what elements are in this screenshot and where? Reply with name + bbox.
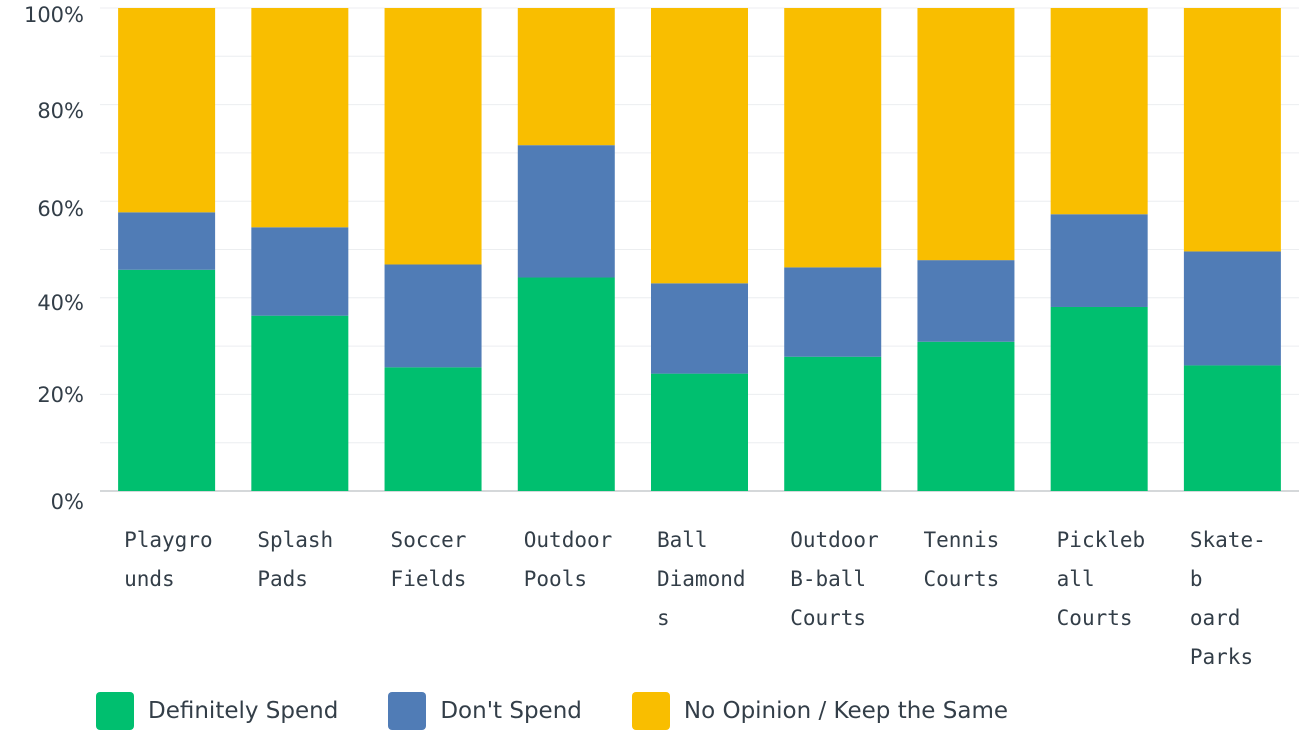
x-tick-label: Outdoor <box>524 528 613 552</box>
bar-segment-no-opinion-keep-the-same[interactable] <box>917 8 1015 261</box>
bar-segment-don-t-spend[interactable] <box>517 145 615 278</box>
bar-segment-definitely-spend[interactable] <box>1050 306 1148 491</box>
bar-segment-definitely-spend[interactable] <box>517 277 615 491</box>
x-tick-label: Skate- <box>1190 528 1266 552</box>
x-tick-label: Splash <box>257 528 333 552</box>
legend-label: Definitely Spend <box>148 698 339 724</box>
y-tick-label: 0% <box>51 490 84 514</box>
x-tick-label: all <box>1057 567 1095 591</box>
bar-segment-definitely-spend[interactable] <box>118 269 216 491</box>
bar-segment-no-opinion-keep-the-same[interactable] <box>1183 8 1281 252</box>
bar-segment-don-t-spend[interactable] <box>1050 214 1148 307</box>
legend-label: Don't Spend <box>440 698 582 724</box>
bar-segment-definitely-spend[interactable] <box>1183 365 1281 491</box>
x-tick-label: b <box>1190 567 1203 591</box>
bar-segment-definitely-spend[interactable] <box>384 367 482 491</box>
bar-segment-definitely-spend[interactable] <box>917 341 1015 491</box>
bar-segment-definitely-spend[interactable] <box>651 373 748 491</box>
bar-segment-definitely-spend[interactable] <box>251 315 349 491</box>
bar-segment-no-opinion-keep-the-same[interactable] <box>251 8 349 228</box>
bar-segment-no-opinion-keep-the-same[interactable] <box>651 8 748 284</box>
y-tick-label: 60% <box>37 197 84 221</box>
bar-segment-don-t-spend[interactable] <box>651 283 748 374</box>
x-tick-label: Playgro <box>124 528 213 552</box>
legend-swatch <box>388 692 427 730</box>
legend-item: Don't Spend <box>388 692 582 730</box>
x-tick-label: unds <box>124 567 175 591</box>
x-tick-label: oard <box>1190 606 1241 630</box>
x-tick-label: Diamond <box>657 567 746 591</box>
y-tick-label: 40% <box>37 291 84 315</box>
x-tick-label: Outdoor <box>790 528 879 552</box>
legend-swatch <box>96 692 134 730</box>
bar-segment-don-t-spend[interactable] <box>1183 251 1281 366</box>
bar-segment-don-t-spend[interactable] <box>784 267 882 357</box>
x-tick-label: Tennis <box>923 528 999 552</box>
bar-segment-no-opinion-keep-the-same[interactable] <box>1050 8 1148 215</box>
y-tick-label: 20% <box>37 383 84 407</box>
x-tick-label: Parks <box>1190 645 1253 669</box>
legend: Definitely Spend Don't Spend No Opinion / … <box>96 690 1058 732</box>
bar-segment-no-opinion-keep-the-same[interactable] <box>384 8 482 265</box>
x-tick-label: Ball <box>657 528 708 552</box>
x-tick-label: Courts <box>790 606 866 630</box>
bar-segment-don-t-spend[interactable] <box>251 227 349 316</box>
bar-segment-definitely-spend[interactable] <box>784 356 882 491</box>
bar-segment-don-t-spend[interactable] <box>384 264 482 368</box>
x-tick-label: Courts <box>923 567 999 591</box>
y-tick-label: 80% <box>37 99 84 123</box>
y-tick-label: 100% <box>24 3 84 27</box>
legend-item: Definitely Spend <box>96 692 338 730</box>
x-tick-label: Pools <box>524 567 587 591</box>
x-tick-label: Pickleb <box>1057 528 1146 552</box>
bar-segment-don-t-spend[interactable] <box>118 212 216 270</box>
bar-segment-no-opinion-keep-the-same[interactable] <box>118 8 216 213</box>
y-axis: 0% 20% 40% 60% 80% 100% <box>24 3 84 514</box>
bars <box>118 8 1281 491</box>
legend-item: No Opinion / Keep the Same <box>631 692 1008 730</box>
legend-swatch <box>631 692 670 730</box>
x-axis: Playgro unds Splash Pads Soccer Fields Outdoor… <box>124 528 1266 669</box>
bar-segment-don-t-spend[interactable] <box>917 260 1015 342</box>
x-tick-label: Courts <box>1057 606 1133 630</box>
x-tick-label: B-ball <box>790 567 866 591</box>
bar-segment-no-opinion-keep-the-same[interactable] <box>517 8 615 146</box>
x-tick-label: Fields <box>391 567 467 591</box>
x-tick-label: Pads <box>257 567 308 591</box>
x-tick-label: s <box>657 606 670 630</box>
x-tick-label: Soccer <box>391 528 467 552</box>
legend-label: No Opinion / Keep the Same <box>683 698 1008 724</box>
bar-segment-no-opinion-keep-the-same[interactable] <box>784 8 882 268</box>
